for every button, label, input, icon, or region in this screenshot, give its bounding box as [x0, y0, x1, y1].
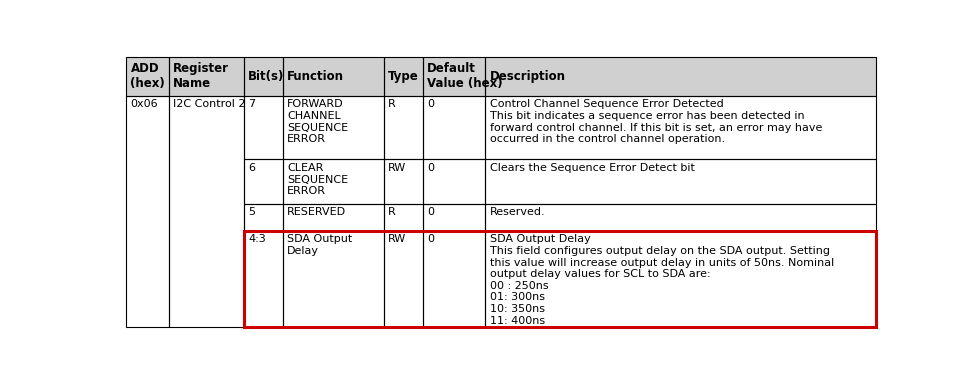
Bar: [243, 204, 282, 231]
Bar: [423, 204, 485, 231]
Bar: [384, 204, 423, 231]
Bar: [282, 204, 384, 231]
Bar: [126, 96, 169, 327]
Bar: [243, 96, 282, 159]
Text: RW: RW: [388, 234, 406, 244]
Bar: [282, 231, 384, 327]
Bar: [423, 57, 485, 96]
Bar: [169, 57, 243, 96]
Text: 6: 6: [248, 163, 255, 173]
Bar: [282, 204, 384, 231]
Text: Description: Description: [489, 70, 566, 83]
Bar: [384, 231, 423, 327]
Bar: [384, 159, 423, 204]
Bar: [126, 57, 169, 96]
Text: I2C Control 2: I2C Control 2: [173, 100, 245, 109]
Bar: [282, 57, 384, 96]
Bar: [485, 231, 875, 327]
Bar: [282, 57, 384, 96]
Bar: [423, 159, 485, 204]
Bar: [423, 231, 485, 327]
Bar: [243, 159, 282, 204]
Text: CLEAR
SEQUENCE
ERROR: CLEAR SEQUENCE ERROR: [287, 163, 348, 196]
Bar: [485, 57, 875, 96]
Bar: [485, 159, 875, 204]
Bar: [384, 96, 423, 159]
Bar: [423, 159, 485, 204]
Text: Clears the Sequence Error Detect bit: Clears the Sequence Error Detect bit: [489, 163, 695, 173]
Text: Register
Name: Register Name: [173, 63, 230, 90]
Bar: [282, 231, 384, 327]
Bar: [423, 96, 485, 159]
Bar: [485, 96, 875, 159]
Bar: [384, 204, 423, 231]
Bar: [243, 57, 282, 96]
Bar: [243, 159, 282, 204]
Bar: [243, 231, 282, 327]
Bar: [126, 96, 169, 327]
Text: R: R: [388, 207, 396, 218]
Bar: [384, 159, 423, 204]
Bar: [423, 57, 485, 96]
Text: Type: Type: [388, 70, 419, 83]
Bar: [384, 57, 423, 96]
Bar: [423, 231, 485, 327]
Text: ADD
(hex): ADD (hex): [131, 63, 165, 90]
Bar: [485, 204, 875, 231]
Bar: [169, 96, 243, 327]
Bar: [243, 57, 282, 96]
Bar: [243, 231, 875, 327]
Text: 4:3: 4:3: [248, 234, 266, 244]
Bar: [485, 96, 875, 159]
Bar: [485, 57, 875, 96]
Text: 0: 0: [427, 100, 435, 109]
Bar: [282, 159, 384, 204]
Text: R: R: [388, 100, 396, 109]
Bar: [243, 231, 282, 327]
Text: Default
Value (hex): Default Value (hex): [427, 63, 503, 90]
Bar: [282, 96, 384, 159]
Text: Function: Function: [287, 70, 344, 83]
Bar: [384, 231, 423, 327]
Bar: [423, 204, 485, 231]
Text: 0: 0: [427, 207, 435, 218]
Bar: [282, 96, 384, 159]
Bar: [243, 204, 282, 231]
Text: 0x06: 0x06: [131, 100, 158, 109]
Bar: [243, 96, 282, 159]
Bar: [126, 57, 169, 96]
Text: Control Channel Sequence Error Detected
This bit indicates a sequence error has : Control Channel Sequence Error Detected …: [489, 100, 822, 144]
Text: RESERVED: RESERVED: [287, 207, 346, 218]
Bar: [384, 96, 423, 159]
Bar: [485, 231, 875, 327]
Bar: [423, 96, 485, 159]
Bar: [169, 57, 243, 96]
Text: SDA Output Delay
This field configures output delay on the SDA output. Setting
t: SDA Output Delay This field configures o…: [489, 234, 833, 326]
Text: RW: RW: [388, 163, 406, 173]
Text: Bit(s): Bit(s): [248, 70, 284, 83]
Text: 0: 0: [427, 234, 435, 244]
Bar: [485, 159, 875, 204]
Text: FORWARD
CHANNEL
SEQUENCE
ERROR: FORWARD CHANNEL SEQUENCE ERROR: [287, 100, 348, 144]
Bar: [169, 96, 243, 327]
Bar: [384, 57, 423, 96]
Text: Reserved.: Reserved.: [489, 207, 545, 218]
Text: 7: 7: [248, 100, 255, 109]
Text: 0: 0: [427, 163, 435, 173]
Bar: [485, 204, 875, 231]
Bar: [282, 159, 384, 204]
Text: SDA Output
Delay: SDA Output Delay: [287, 234, 353, 256]
Text: 5: 5: [248, 207, 255, 218]
